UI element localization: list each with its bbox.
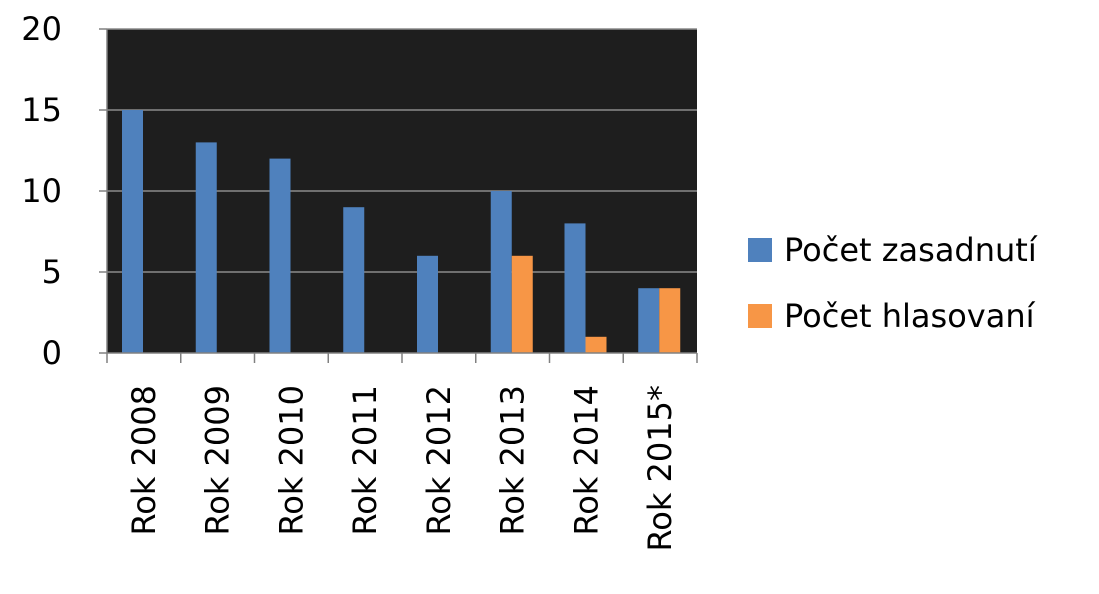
x-tick-label: Rok 2010 bbox=[272, 385, 310, 536]
x-tick-label: Rok 2015* bbox=[641, 385, 679, 552]
x-tick-label: Rok 2012 bbox=[420, 385, 458, 536]
legend-item-series-1: Počet zasadnutí bbox=[748, 231, 1037, 269]
y-tick-label: 5 bbox=[42, 253, 62, 291]
x-tick-labels: Rok 2008 Rok 2009 Rok 2010 Rok 2011 Rok 2012… bbox=[125, 385, 679, 552]
bars bbox=[122, 110, 681, 353]
y-tick-label: 0 bbox=[42, 334, 62, 372]
bar-series-2-6 bbox=[511, 255, 533, 353]
bar-series-1-3 bbox=[269, 158, 291, 353]
bar-series-1-4 bbox=[343, 207, 365, 353]
legend: Počet zasadnutí Počet hlasovaní bbox=[748, 231, 1037, 364]
bar-series-1-7 bbox=[564, 223, 586, 353]
y-tick-label: 10 bbox=[21, 172, 62, 210]
bar-series-2-7 bbox=[585, 336, 607, 353]
y-tick-label: 20 bbox=[21, 10, 62, 48]
legend-label-series-1: Počet zasadnutí bbox=[784, 231, 1037, 269]
bar-series-1-8 bbox=[638, 288, 660, 353]
axes bbox=[99, 28, 698, 363]
x-tick-label: Rok 2011 bbox=[346, 385, 384, 536]
legend-swatch-series-1 bbox=[748, 238, 772, 262]
bar-series-1-5 bbox=[417, 255, 438, 353]
legend-label-series-2: Počet hlasovaní bbox=[784, 297, 1035, 335]
legend-swatch-series-2 bbox=[748, 304, 772, 328]
y-tick-labels: 0 5 10 15 20 bbox=[21, 10, 62, 372]
y-tick-label: 15 bbox=[21, 91, 62, 129]
bar-series-1-2 bbox=[195, 142, 217, 353]
x-tick-label: Rok 2013 bbox=[494, 385, 532, 536]
bar-series-1-1 bbox=[122, 110, 143, 353]
legend-item-series-2: Počet hlasovaní bbox=[748, 297, 1037, 335]
bar-series-2-8 bbox=[659, 288, 681, 353]
bar-series-1-6 bbox=[490, 191, 512, 353]
x-tick-label: Rok 2008 bbox=[125, 385, 163, 536]
x-tick-label: Rok 2009 bbox=[199, 385, 237, 536]
x-tick-label: Rok 2014 bbox=[567, 385, 605, 536]
